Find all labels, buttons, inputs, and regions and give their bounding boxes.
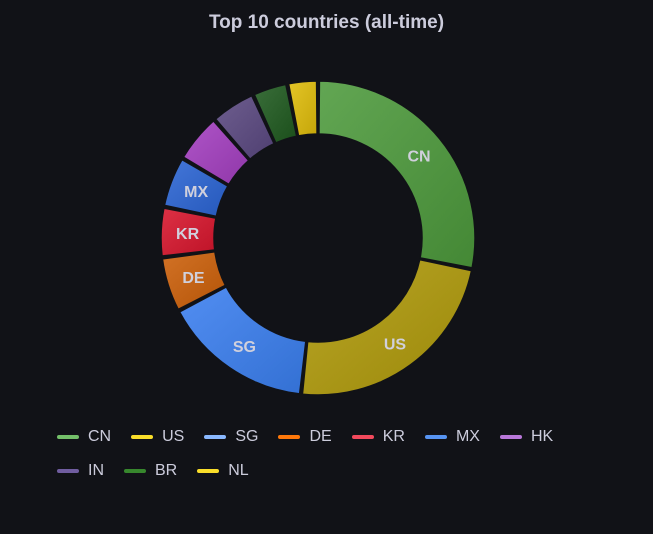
slice-cn[interactable] (318, 80, 476, 269)
slice-label-de: DE (182, 270, 205, 287)
legend-item-mx[interactable]: MX (424, 426, 480, 448)
slice-label-mx: MX (184, 184, 208, 201)
slice-label-kr: KR (176, 226, 200, 243)
legend-item-nl[interactable]: NL (197, 460, 249, 482)
chart-legend: CN US SG DE KR MX HK IN BR NL (57, 426, 577, 482)
slice-label-sg: SG (233, 339, 256, 356)
legend-label: BR (155, 462, 178, 479)
legend-swatch (351, 435, 374, 439)
donut-chart: CN US SG DE KR MX (160, 80, 476, 396)
legend-swatch (131, 435, 154, 439)
legend-swatch (204, 435, 227, 439)
slice-de[interactable] (161, 251, 227, 311)
slice-label-us: US (384, 336, 407, 353)
legend-item-hk[interactable]: HK (499, 426, 554, 448)
legend-item-de[interactable]: DE (278, 426, 332, 448)
legend-item-sg[interactable]: SG (204, 426, 258, 448)
legend-item-in[interactable]: IN (57, 460, 104, 482)
slice-mx[interactable] (163, 158, 229, 218)
slice-sg[interactable] (178, 286, 307, 395)
legend-swatch (57, 469, 79, 473)
legend-label: CN (88, 428, 112, 445)
slice-br[interactable] (253, 83, 298, 144)
panel-title: Top 10 countries (all-time) (208, 12, 445, 33)
legend-label: HK (530, 428, 554, 445)
slice-nl[interactable] (287, 80, 318, 137)
legend-swatch (499, 435, 522, 439)
legend-label: IN (88, 462, 104, 479)
legend-swatch (124, 469, 146, 473)
legend-swatch (424, 435, 447, 439)
slice-kr[interactable] (160, 207, 217, 257)
legend-label: NL (228, 462, 249, 479)
legend-label: SG (235, 428, 259, 445)
legend-label: DE (309, 428, 332, 445)
legend-label: US (162, 428, 185, 445)
slice-label-cn: CN (408, 148, 431, 165)
legend-item-kr[interactable]: KR (351, 426, 405, 448)
legend-label: KR (382, 428, 405, 445)
legend-item-us[interactable]: US (131, 426, 184, 448)
legend-swatch (197, 469, 220, 473)
legend-item-br[interactable]: BR (124, 460, 177, 482)
legend-swatch (57, 435, 79, 439)
legend-item-cn[interactable]: CN (57, 426, 111, 448)
slice-hk[interactable] (182, 120, 250, 186)
slice-in[interactable] (214, 94, 275, 160)
legend-label: MX (455, 428, 480, 445)
slice-us[interactable] (301, 258, 473, 396)
legend-swatch (278, 435, 301, 439)
